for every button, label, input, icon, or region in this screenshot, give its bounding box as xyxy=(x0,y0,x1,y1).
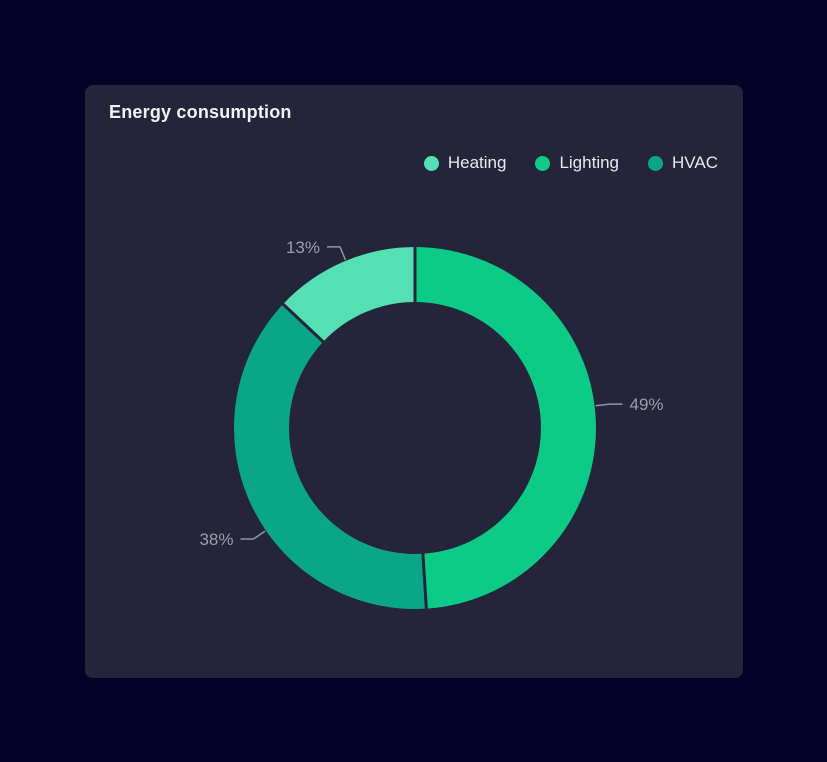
segment-label-heating: 13% xyxy=(286,238,320,257)
label-line-hvac xyxy=(240,530,266,540)
donut-segment-lighting[interactable] xyxy=(415,247,596,609)
legend-item-heating[interactable]: Heating xyxy=(423,153,507,173)
energy-consumption-card: Energy consumption Heating Lighting HVAC… xyxy=(85,85,743,678)
legend-item-lighting[interactable]: Lighting xyxy=(535,153,619,173)
chart-legend: Heating Lighting HVAC xyxy=(423,153,718,173)
card-title: Energy consumption xyxy=(109,102,292,122)
label-line-heating xyxy=(327,246,347,261)
legend-label: Heating xyxy=(447,153,507,172)
label-line-lighting xyxy=(595,403,623,407)
segment-label-lighting: 49% xyxy=(630,395,664,414)
legend-item-hvac[interactable]: HVAC xyxy=(648,153,718,173)
segment-gap xyxy=(280,301,326,345)
legend-dot-heating-icon xyxy=(423,155,439,171)
legend-dot-lighting-icon xyxy=(535,155,551,171)
donut-segment-heating[interactable] xyxy=(283,247,415,342)
segment-gap xyxy=(421,551,428,611)
donut-chart: 49% 38% 13% xyxy=(199,238,664,611)
legend-label: HVAC xyxy=(672,153,718,172)
segment-label-hvac: 38% xyxy=(199,530,233,549)
donut-segment-hvac[interactable] xyxy=(234,304,427,609)
legend-dot-hvac-icon xyxy=(648,155,664,171)
legend-label: Lighting xyxy=(559,153,620,172)
